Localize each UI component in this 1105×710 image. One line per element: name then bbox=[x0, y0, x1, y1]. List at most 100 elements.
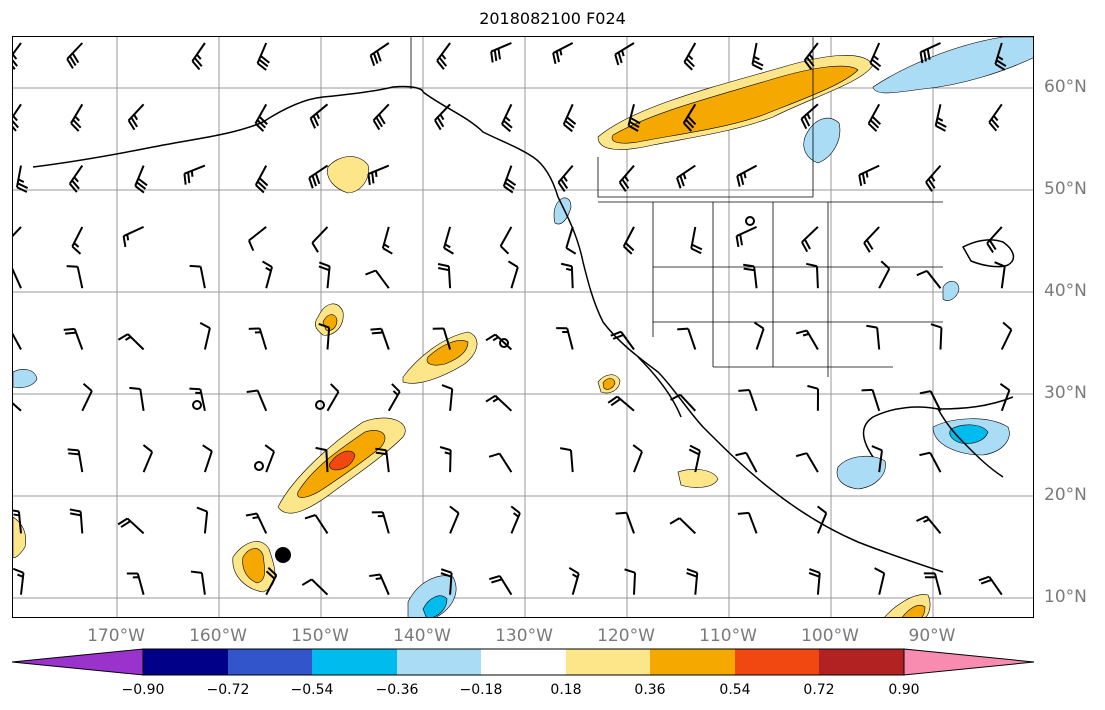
wind-barb-flag bbox=[69, 508, 81, 513]
wind-barb bbox=[929, 390, 942, 412]
coastline-alaska bbox=[32, 85, 424, 168]
wind-barb-flag bbox=[559, 49, 563, 56]
wind-barb-flag bbox=[992, 115, 999, 122]
wind-barb-flag bbox=[677, 327, 689, 331]
colorbar-segment bbox=[11, 648, 144, 676]
wind-barb-flag bbox=[13, 509, 20, 513]
wind-barb-flag bbox=[866, 324, 878, 329]
wind-barb-flag bbox=[735, 451, 747, 457]
colorbar-segment bbox=[735, 649, 819, 675]
wind-barb-flag bbox=[607, 395, 618, 404]
wind-barb-flag bbox=[127, 119, 136, 131]
wind-barb-flag bbox=[183, 173, 187, 185]
wind-barb bbox=[569, 450, 574, 473]
wind-barb-flag bbox=[980, 578, 992, 585]
wind-barb bbox=[805, 452, 819, 473]
wind-barb-flag bbox=[318, 261, 330, 268]
colorbar-segment bbox=[228, 649, 312, 675]
colorbar-tick: −0.72 bbox=[206, 682, 250, 698]
wind-barb-flag bbox=[687, 54, 694, 61]
wind-barb-flag bbox=[809, 568, 821, 574]
lat-label-60n: 60°N bbox=[1044, 77, 1087, 97]
wind-barb-flag bbox=[507, 260, 519, 269]
wind-barb bbox=[76, 266, 84, 289]
colorbar-tick: −0.90 bbox=[121, 682, 165, 698]
colorbar-tick: 0.36 bbox=[634, 682, 666, 698]
wind-barb-flag bbox=[73, 176, 79, 183]
wind-barb-flag bbox=[1002, 321, 1013, 331]
wind-barb-flag bbox=[670, 393, 681, 401]
wind-barb-flag bbox=[497, 48, 501, 60]
wind-barb-flag bbox=[926, 48, 931, 60]
wind-barb-flag bbox=[256, 62, 267, 71]
wind-barb-flag bbox=[126, 234, 130, 241]
wind-barb-flag bbox=[308, 177, 314, 189]
coastline-great-lakes bbox=[961, 239, 1015, 268]
wind-barb-flag bbox=[449, 505, 460, 514]
wind-barb-flag bbox=[256, 119, 267, 129]
lon-label-130w: 130°W bbox=[495, 626, 553, 646]
wind-barb-flag bbox=[624, 568, 636, 574]
wind-barb-flag bbox=[367, 173, 371, 185]
wind-barb-flag bbox=[936, 117, 944, 122]
calm-markers bbox=[192, 216, 755, 471]
colorbar-segment bbox=[143, 649, 228, 675]
wind-barb-flag bbox=[562, 175, 568, 182]
wind-barb-flag bbox=[444, 451, 451, 456]
wind-barb-flag bbox=[16, 186, 28, 193]
wind-barb-flag bbox=[683, 122, 693, 132]
wind-barb bbox=[265, 451, 276, 473]
wind-barb-flag bbox=[196, 506, 208, 513]
map-canvas bbox=[13, 37, 1033, 617]
wind-barb-flag bbox=[628, 124, 639, 132]
wind-barb-flag bbox=[191, 60, 201, 71]
wind-barb-flag bbox=[615, 511, 627, 515]
positive-anomaly-ak bbox=[327, 156, 369, 194]
colorbar-segment bbox=[819, 649, 904, 675]
wind-barb bbox=[13, 267, 22, 289]
negative-anomaly-mexico bbox=[836, 455, 886, 490]
wind-barb-flag bbox=[13, 59, 18, 67]
wind-barb-flag bbox=[925, 181, 933, 192]
wind-barb-flag bbox=[880, 260, 891, 270]
wind-barb-flag bbox=[565, 267, 573, 272]
wind-barb-flag bbox=[685, 57, 695, 68]
wind-barb-flag bbox=[990, 118, 1000, 129]
wind-barb-flag bbox=[440, 568, 452, 574]
wind-barb bbox=[745, 452, 758, 473]
positive-anomaly-tx bbox=[677, 469, 719, 488]
wind-barb-flag bbox=[683, 61, 693, 71]
wind-barb-flag bbox=[743, 263, 755, 268]
coastline-west bbox=[557, 196, 944, 573]
wind-barb-flag bbox=[803, 115, 811, 127]
wind-barb-flag bbox=[311, 175, 317, 187]
wind-barb bbox=[878, 573, 886, 595]
positive-anomaly-canada-core bbox=[611, 65, 859, 144]
wind-barb bbox=[325, 450, 329, 473]
negative-anomaly-ne bbox=[872, 37, 1033, 94]
wind-barb-flag bbox=[301, 578, 313, 586]
wind-barb-flag bbox=[510, 505, 521, 514]
wind-barb-flag bbox=[996, 59, 1007, 67]
colorbar-tick: −0.54 bbox=[290, 682, 334, 698]
wind-barb-flag bbox=[816, 505, 827, 514]
lon-label-140w: 140°W bbox=[393, 626, 451, 646]
wind-barb-flag bbox=[623, 175, 630, 182]
wind-barb-flag bbox=[374, 170, 378, 178]
wind-barb bbox=[13, 226, 22, 237]
wind-barb-flag bbox=[136, 181, 147, 190]
wind-barb-flag bbox=[13, 120, 19, 129]
wind-barb bbox=[939, 327, 943, 350]
lon-label-100w: 100°W bbox=[801, 626, 859, 646]
wind-barb-flag bbox=[806, 56, 815, 67]
wind-barb-flag bbox=[610, 330, 622, 337]
wind-barb-flag bbox=[871, 445, 883, 452]
wind-barb-flag bbox=[682, 173, 687, 180]
wind-barb-flag bbox=[685, 118, 695, 129]
wind-barb-flag bbox=[485, 394, 496, 403]
wind-barb-flag bbox=[72, 119, 82, 129]
wind-barb-flag bbox=[690, 247, 702, 255]
wind-barb-flag bbox=[120, 520, 131, 528]
wind-barb-flag bbox=[617, 52, 623, 64]
wind-barb bbox=[565, 226, 574, 249]
